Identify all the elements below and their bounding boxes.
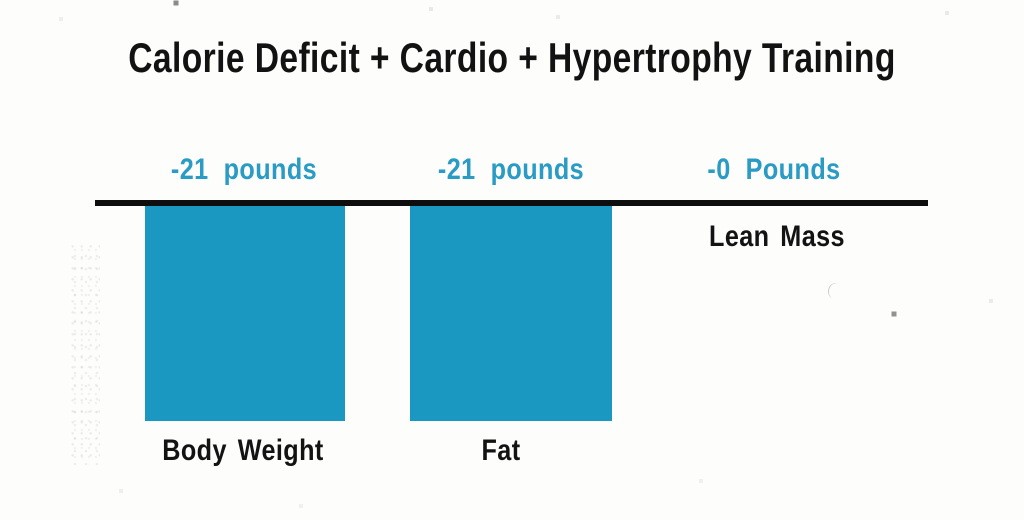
value-label-fat: -21 pounds xyxy=(437,153,585,186)
zero-baseline xyxy=(95,200,928,206)
background-texture xyxy=(70,245,100,465)
category-label-body-weight: Body Weight xyxy=(162,434,324,467)
bar-body-weight xyxy=(145,206,345,421)
category-label-fat: Fat xyxy=(481,434,521,467)
chart-title: Calorie Deficit + Cardio + Hypertrophy T… xyxy=(128,34,896,81)
background-scratch-mark xyxy=(826,281,845,301)
value-label-lean-mass: -0 Pounds xyxy=(707,153,841,186)
value-label-body-weight: -21 pounds xyxy=(170,153,318,186)
category-label-lean-mass: Lean Mass xyxy=(708,220,846,253)
bar-fat xyxy=(410,206,612,421)
background-specks xyxy=(0,0,2,2)
